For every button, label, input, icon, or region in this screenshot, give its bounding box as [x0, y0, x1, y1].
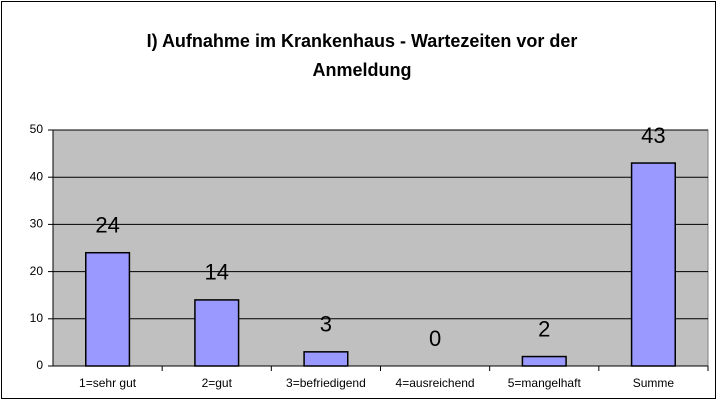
y-tick-label: 20 — [30, 264, 44, 278]
bar — [630, 162, 676, 367]
y-tick-label: 0 — [36, 358, 43, 372]
data-label: 43 — [641, 123, 665, 148]
chart-title: Anmeldung — [313, 60, 412, 80]
x-tick-label: 1=sehr gut — [79, 376, 137, 390]
data-label: 2 — [538, 316, 550, 341]
x-tick-label: 2=gut — [202, 376, 233, 390]
bar — [85, 251, 131, 367]
data-label: 24 — [95, 213, 119, 238]
bar — [303, 351, 349, 367]
bar — [521, 355, 567, 367]
chart-title: I) Aufnahme im Krankenhaus - Wartezeiten… — [147, 31, 578, 51]
x-tick-label: 5=mangelhaft — [508, 376, 582, 390]
x-tick-label: 3=befriedigend — [286, 376, 366, 390]
data-label: 14 — [205, 260, 229, 285]
y-tick-label: 50 — [30, 122, 44, 136]
x-tick-label: 4=ausreichend — [396, 376, 475, 390]
plot-area — [52, 129, 709, 367]
bar — [194, 299, 240, 367]
data-label: 0 — [429, 326, 441, 351]
y-tick-label: 40 — [30, 169, 44, 183]
data-label: 3 — [320, 312, 332, 337]
x-tick-label: Summe — [633, 376, 675, 390]
y-tick-label: 10 — [30, 311, 44, 325]
y-tick-label: 30 — [30, 217, 44, 231]
